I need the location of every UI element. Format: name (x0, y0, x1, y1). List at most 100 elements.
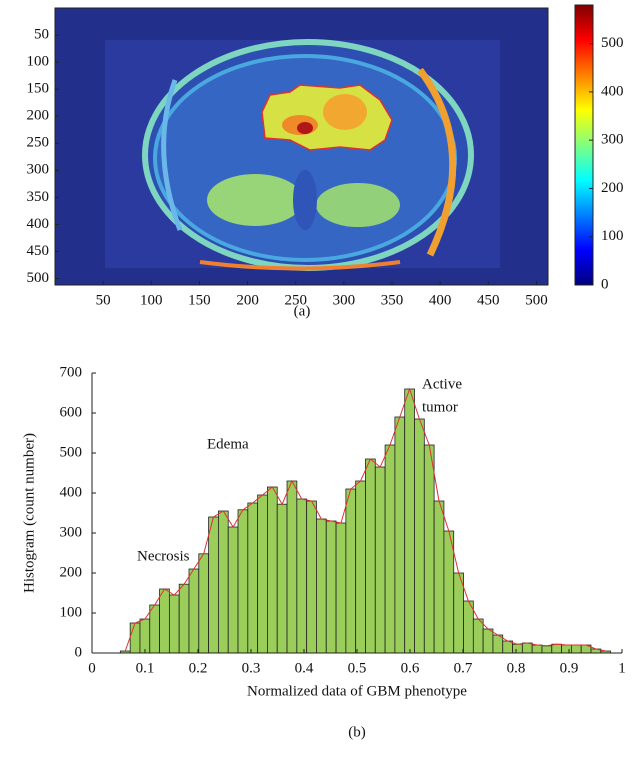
bar (453, 572, 464, 654)
annotation: Necrosis (137, 548, 190, 564)
colorbar-tick-label: 300 (601, 132, 624, 148)
bar (374, 466, 386, 654)
bar (168, 594, 180, 654)
bar (188, 568, 200, 654)
bar (286, 480, 298, 654)
y-tick-label: 50 (34, 26, 49, 42)
bar (335, 522, 347, 654)
bar (257, 494, 268, 654)
bar (531, 644, 543, 654)
y-tick-label: 100 (27, 54, 50, 70)
x-tick-label: 0.1 (136, 660, 155, 676)
bar (178, 583, 190, 654)
bar (443, 530, 455, 654)
bar (414, 418, 425, 654)
y-tick-label: 0 (75, 644, 83, 660)
x-tick-label: 0 (88, 660, 96, 676)
bar (198, 553, 209, 654)
bar (227, 526, 239, 654)
y-tick-label: 500 (60, 444, 83, 460)
annotation: Edema (207, 436, 249, 452)
bar (325, 520, 337, 654)
bar (472, 618, 484, 654)
colorbar-tick-label: 200 (601, 180, 624, 196)
bar (541, 645, 553, 654)
annotation: Active (422, 376, 462, 392)
bar (316, 518, 327, 654)
bar (502, 640, 513, 654)
x-tick-label: 0.5 (348, 660, 367, 676)
colorbar-tick-label: 100 (601, 228, 624, 244)
y-tick-label: 200 (60, 564, 83, 580)
bar (521, 642, 533, 654)
y-tick-label: 400 (27, 216, 50, 232)
bar (394, 416, 406, 654)
bar (129, 622, 141, 654)
mri-image (55, 8, 548, 285)
bar (218, 510, 229, 654)
y-tick-label: 200 (27, 108, 50, 124)
colorbar-tick-label: 500 (601, 35, 624, 51)
x-tick-label: 100 (140, 292, 163, 308)
y-tick-label: 250 (27, 135, 50, 151)
colorbar-tick-label: 0 (601, 276, 609, 292)
x-tick-label: 0.8 (507, 660, 526, 676)
bar (306, 500, 317, 654)
x-tick-label: 350 (381, 292, 404, 308)
x-tick-label: 0.9 (560, 660, 579, 676)
bar (267, 486, 278, 654)
y-tick-label: 150 (27, 81, 50, 97)
colorbar (574, 4, 594, 286)
bar (149, 604, 160, 654)
trend-line (124, 387, 606, 652)
bar (423, 444, 435, 654)
y-tick-label: 450 (27, 243, 50, 259)
y-tick-label: 300 (27, 162, 50, 178)
y-axis-label: Histogram (count number) (21, 433, 37, 593)
caption: (b) (348, 724, 366, 740)
x-axis-label: Normalized data of GBM phenotype (247, 683, 467, 699)
x-tick-label: 300 (333, 292, 356, 308)
x-tick-label: 400 (429, 292, 452, 308)
x-tick-label: 0.4 (295, 660, 314, 676)
bar (365, 458, 376, 654)
bar (237, 509, 249, 654)
bar (433, 500, 445, 654)
bar (512, 643, 523, 654)
bar (208, 516, 219, 654)
colorbar-tick-label: 400 (601, 83, 624, 99)
bar (551, 643, 562, 654)
y-tick-label: 100 (60, 604, 83, 620)
bar (139, 618, 151, 654)
bar (404, 388, 415, 654)
bar (570, 644, 582, 654)
y-tick-label: 400 (60, 484, 83, 500)
y-tick-label: 500 (27, 270, 50, 286)
x-tick-label: 500 (525, 292, 548, 308)
y-tick-label: 700 (60, 364, 83, 380)
bar (345, 488, 357, 654)
bar (492, 634, 504, 654)
x-tick-label: 200 (236, 292, 259, 308)
bar (296, 498, 308, 654)
x-tick-label: 0.3 (242, 660, 261, 676)
bar (355, 480, 366, 654)
y-tick-label: 350 (27, 189, 50, 205)
bar (276, 503, 288, 654)
bar (384, 444, 396, 654)
x-tick-label: 0.2 (189, 660, 208, 676)
y-tick-label: 600 (60, 404, 83, 420)
x-tick-label: 450 (477, 292, 500, 308)
x-tick-label: 0.6 (401, 660, 420, 676)
x-tick-label: 0.7 (454, 660, 473, 676)
x-tick-label: 50 (96, 292, 111, 308)
caption: (a) (294, 303, 311, 319)
bar (159, 588, 170, 654)
x-tick-label: 1 (618, 660, 626, 676)
image-frame (54, 7, 549, 286)
x-tick-label: 150 (188, 292, 211, 308)
y-tick-label: 300 (60, 524, 83, 540)
annotation: tumor (422, 399, 458, 415)
bar (247, 502, 259, 654)
